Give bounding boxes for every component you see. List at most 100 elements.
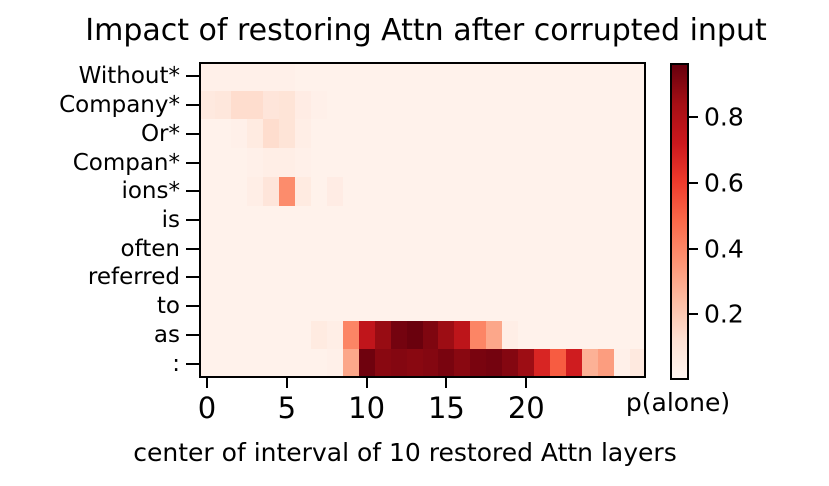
- heatmap-cell: [470, 234, 487, 264]
- colorbar-tick-label: 0.4: [704, 234, 744, 264]
- y-tick-mark: [186, 305, 199, 308]
- heatmap-cell: [214, 349, 231, 378]
- heatmap-cell: [358, 119, 375, 149]
- heatmap-cell: [230, 176, 247, 206]
- heatmap-cell: [406, 176, 423, 206]
- heatmap-cell: [502, 263, 519, 292]
- heatmap-cell: [246, 205, 263, 235]
- heatmap-cell: [390, 263, 407, 292]
- x-tick-mark: [205, 378, 208, 388]
- heatmap-cell: [294, 263, 311, 292]
- x-tick-label: 5: [277, 391, 297, 425]
- heatmap-cell: [294, 119, 311, 149]
- heatmap-cell: [262, 234, 279, 264]
- heatmap-cell: [406, 234, 423, 264]
- heatmap-cell: [390, 176, 407, 206]
- heatmap-cell: [406, 90, 423, 120]
- heatmap-cell: [550, 148, 567, 177]
- heatmap-cell: [326, 119, 343, 149]
- heatmap-cell: [278, 148, 295, 177]
- heatmap-cell: [454, 320, 471, 350]
- heatmap-cell: [470, 119, 487, 149]
- y-axis-label: referred: [87, 264, 180, 291]
- heatmap-cell: [454, 62, 471, 91]
- heatmap-cell: [614, 176, 631, 206]
- heatmap-cell: [614, 349, 631, 378]
- heatmap-cell: [406, 119, 423, 149]
- heatmap-cell: [518, 176, 535, 206]
- y-tick-mark: [186, 190, 199, 193]
- heatmap-cell: [294, 234, 311, 264]
- heatmap-cell: [598, 291, 615, 321]
- heatmap-cell: [502, 291, 519, 321]
- heatmap-cell: [630, 320, 646, 350]
- heatmap-cell: [566, 176, 583, 206]
- heatmap-cell: [614, 90, 631, 120]
- heatmap-cell: [246, 320, 263, 350]
- colorbar-tick-mark: [689, 182, 698, 185]
- heatmap-cell: [566, 148, 583, 177]
- colorbar: [670, 63, 689, 380]
- heatmap-cell: [566, 263, 583, 292]
- heatmap-cell: [470, 90, 487, 120]
- heatmap-cell: [614, 263, 631, 292]
- heatmap-cell: [422, 205, 439, 235]
- heatmap-cell: [630, 90, 646, 120]
- y-tick-mark: [186, 104, 199, 107]
- heatmap-cell: [246, 90, 263, 120]
- heatmap-cell: [294, 62, 311, 91]
- heatmap-cell: [358, 349, 375, 378]
- heatmap-cell: [310, 263, 327, 292]
- x-tick-label: 10: [348, 391, 386, 425]
- heatmap-cell: [390, 291, 407, 321]
- heatmap-cell: [518, 205, 535, 235]
- heatmap-cell: [422, 176, 439, 206]
- heatmap-cell: [598, 234, 615, 264]
- heatmap-cell: [310, 291, 327, 321]
- x-tick-mark: [525, 378, 528, 388]
- y-axis-label: Without*: [78, 63, 180, 90]
- heatmap-cell: [230, 234, 247, 264]
- heatmap-cell: [199, 62, 215, 91]
- heatmap-cell: [502, 320, 519, 350]
- heatmap-cell: [486, 90, 503, 120]
- heatmap-cell: [598, 90, 615, 120]
- y-axis-label: Or*: [140, 120, 180, 147]
- heatmap-cell: [438, 119, 455, 149]
- heatmap-cell: [374, 62, 391, 91]
- heatmap-cell: [534, 148, 551, 177]
- heatmap-cell: [486, 119, 503, 149]
- y-axis-label: :: [172, 350, 180, 377]
- heatmap-cell: [438, 176, 455, 206]
- heatmap-cell: [550, 119, 567, 149]
- heatmap-cell: [326, 263, 343, 292]
- heatmap-cell: [534, 234, 551, 264]
- colorbar-tick-label: 0.6: [704, 168, 744, 198]
- heatmap-cell: [566, 320, 583, 350]
- heatmap-cell: [310, 349, 327, 378]
- heatmap-cell: [534, 349, 551, 378]
- x-axis-label: center of interval of 10 restored Attn l…: [133, 438, 677, 467]
- heatmap-cell: [358, 234, 375, 264]
- heatmap-cell: [598, 148, 615, 177]
- heatmap-cell: [262, 263, 279, 292]
- heatmap-cell: [390, 320, 407, 350]
- heatmap-cell: [422, 291, 439, 321]
- heatmap-cell: [534, 263, 551, 292]
- heatmap-cell: [454, 148, 471, 177]
- heatmap-cell: [214, 62, 231, 91]
- heatmap-cell: [438, 320, 455, 350]
- heatmap-cell: [470, 62, 487, 91]
- heatmap-cell: [534, 176, 551, 206]
- x-tick-mark: [285, 378, 288, 388]
- heatmap-cell: [566, 62, 583, 91]
- heatmap-cell: [390, 148, 407, 177]
- heatmap-cell: [614, 205, 631, 235]
- y-tick-mark: [186, 362, 199, 365]
- heatmap-cell: [326, 90, 343, 120]
- heatmap-cell: [199, 349, 215, 378]
- heatmap-cell: [199, 320, 215, 350]
- heatmap-cell: [502, 90, 519, 120]
- heatmap-cell: [246, 176, 263, 206]
- heatmap-cell: [582, 263, 599, 292]
